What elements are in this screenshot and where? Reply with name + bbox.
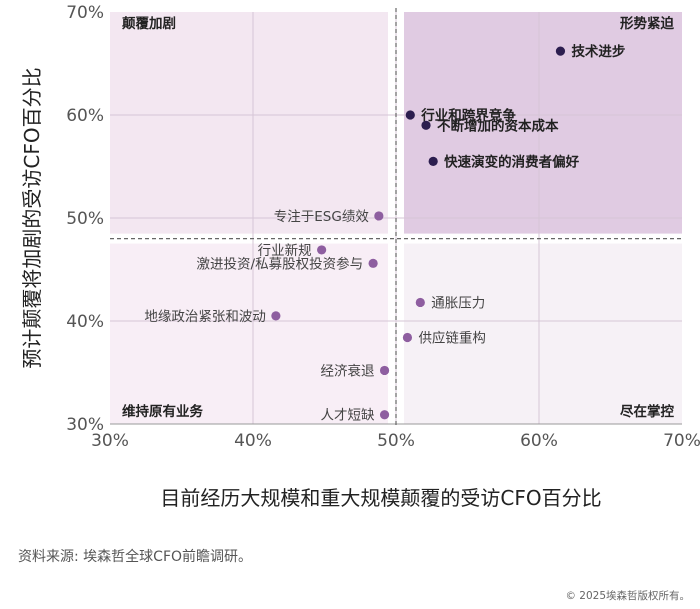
- data-point: [421, 120, 431, 130]
- x-tick-label: 30%: [91, 431, 129, 451]
- data-points: 技术进步行业和跨界竞争不断增加的资本成本快速演变的消费者偏好专注于ESG绩效行业…: [144, 43, 625, 424]
- data-point-label: 不断增加的资本成本: [437, 117, 559, 134]
- data-point-label: 专注于ESG绩效: [274, 209, 370, 225]
- data-point: [271, 311, 281, 321]
- y-tick-label: 50%: [66, 209, 104, 229]
- source-note: 资料来源: 埃森哲全球CFO前瞻调研。: [18, 549, 253, 565]
- y-tick-label: 70%: [66, 3, 104, 23]
- x-tick-label: 70%: [663, 431, 700, 451]
- data-point: [415, 297, 425, 308]
- x-axis-ticks: 30% 40% 50% 60% 70%: [91, 431, 700, 451]
- copyright-note: © 2025埃森哲版权所有。: [565, 590, 690, 602]
- data-point: [405, 110, 415, 120]
- x-axis-title: 目前经历大规模和重大规模颠覆的受访CFO百分比: [160, 486, 601, 510]
- data-point: [379, 365, 390, 376]
- data-point: [402, 332, 413, 343]
- data-point-label: 行业和跨界竞争: [420, 107, 516, 124]
- data-point-label: 供应链重构: [418, 329, 486, 346]
- data-point: [317, 245, 327, 255]
- quadrant-top-left: [110, 12, 388, 234]
- x-tick-label: 40%: [234, 431, 272, 451]
- data-point: [374, 211, 384, 221]
- quadrant-backgrounds: [110, 12, 682, 424]
- data-point: [428, 156, 438, 166]
- quadrant-label-top-left: 颠覆加剧: [122, 15, 176, 32]
- quadrant-bottom-right: [404, 243, 682, 424]
- quadrant-label-bottom-left: 维持原有业务: [122, 403, 203, 420]
- x-tick-label: 50%: [377, 431, 415, 451]
- quadrant-label-bottom-right: 尽在掌控: [620, 403, 674, 420]
- x-tick-label: 60%: [520, 431, 558, 451]
- data-point: [379, 410, 390, 420]
- divider-lines: [110, 8, 682, 428]
- data-point-label: 人才短缺: [321, 408, 375, 424]
- data-point-label: 地缘政治紧张和波动: [144, 309, 266, 325]
- y-tick-label: 30%: [66, 415, 104, 435]
- data-point-label: 通胀压力: [431, 295, 485, 311]
- quadrant-bottom-left: [110, 243, 388, 424]
- data-point-label: 激进投资/私募股权投资参与: [197, 255, 364, 272]
- data-point-label: 快速演变的消费者偏好: [444, 153, 579, 170]
- y-axis-ticks: 70% 60% 50% 40% 30%: [66, 3, 104, 435]
- data-point: [555, 46, 566, 56]
- data-point-label: 行业新规: [258, 243, 312, 259]
- data-point-label: 经济衰退: [321, 362, 375, 379]
- data-point: [368, 258, 378, 268]
- y-tick-label: 60%: [66, 106, 104, 126]
- data-point-label: 技术进步: [571, 43, 625, 60]
- quadrant-top-right: [404, 12, 682, 234]
- quadrant-label-top-right: 形势紧迫: [620, 15, 674, 32]
- y-axis-title: 预计颠覆将加剧的受访CFO百分比: [20, 67, 44, 368]
- y-tick-label: 40%: [66, 312, 104, 332]
